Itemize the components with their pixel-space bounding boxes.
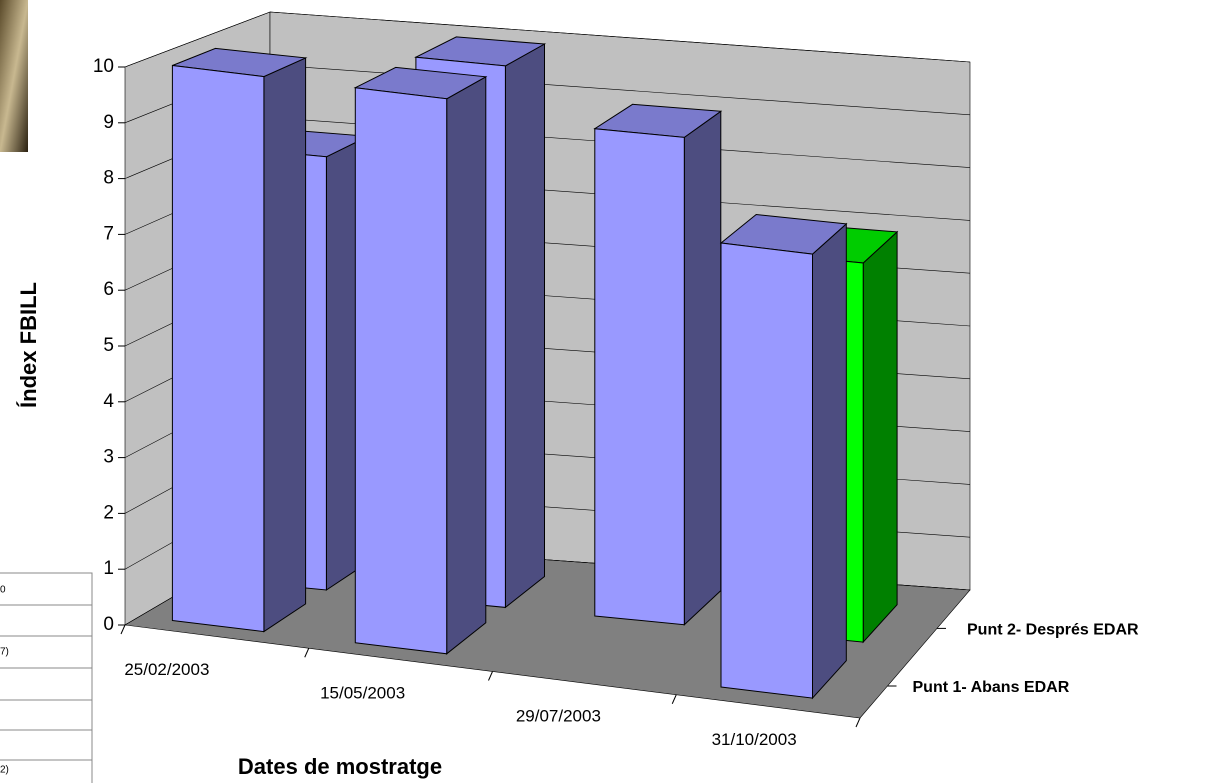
- x-tick-label: 31/10/2003: [712, 730, 797, 749]
- bar-front: [594, 128, 685, 626]
- fragment-text: 2): [0, 765, 9, 776]
- x-tick: [671, 694, 677, 704]
- y-tick-label: 4: [103, 391, 114, 412]
- x-tick: [304, 648, 310, 658]
- x-tick-label: 29/07/2003: [516, 707, 601, 726]
- bar-side: [812, 222, 847, 700]
- fragment-text: 7): [0, 647, 9, 658]
- x-tick: [855, 717, 861, 728]
- y-tick-label: 2: [103, 502, 114, 523]
- legend-label: Punt 2- Després EDAR: [967, 622, 1139, 639]
- legend-label: Punt 1- Abans EDAR: [913, 679, 1070, 696]
- y-tick-label: 6: [103, 279, 114, 300]
- y-tick-label: 0: [103, 614, 114, 635]
- table-fragment: [0, 572, 93, 783]
- bar-side: [446, 75, 487, 655]
- y-tick-label: 7: [103, 223, 114, 244]
- y-axis-title: Índex FBILL: [16, 282, 41, 408]
- y-tick-label: 9: [103, 112, 114, 133]
- fragment-text: 0: [0, 585, 6, 596]
- bar: [171, 47, 308, 633]
- x-tick-label: 15/05/2003: [320, 683, 405, 702]
- bar: [593, 103, 723, 626]
- bar-front: [171, 64, 265, 633]
- y-tick-label: 10: [93, 56, 114, 77]
- y-tick-label: 5: [103, 335, 114, 356]
- grid-line: [124, 11, 971, 68]
- bar: [719, 213, 848, 700]
- bar-front: [354, 87, 448, 655]
- bar-side: [862, 230, 898, 644]
- bar-side: [683, 110, 722, 626]
- y-tick-label: 1: [103, 558, 114, 579]
- x-tick: [120, 624, 126, 635]
- y-tick-label: 3: [103, 447, 114, 468]
- x-tick: [488, 671, 493, 681]
- bar-front: [720, 242, 813, 699]
- bar-side: [263, 57, 307, 633]
- bar-side: [504, 43, 545, 609]
- x-axis-title: Dates de mostratge: [238, 754, 442, 779]
- x-tick-label: 25/02/2003: [124, 660, 209, 679]
- image-fragment: [0, 0, 28, 152]
- y-tick-label: 8: [103, 168, 114, 189]
- bar: [353, 66, 488, 655]
